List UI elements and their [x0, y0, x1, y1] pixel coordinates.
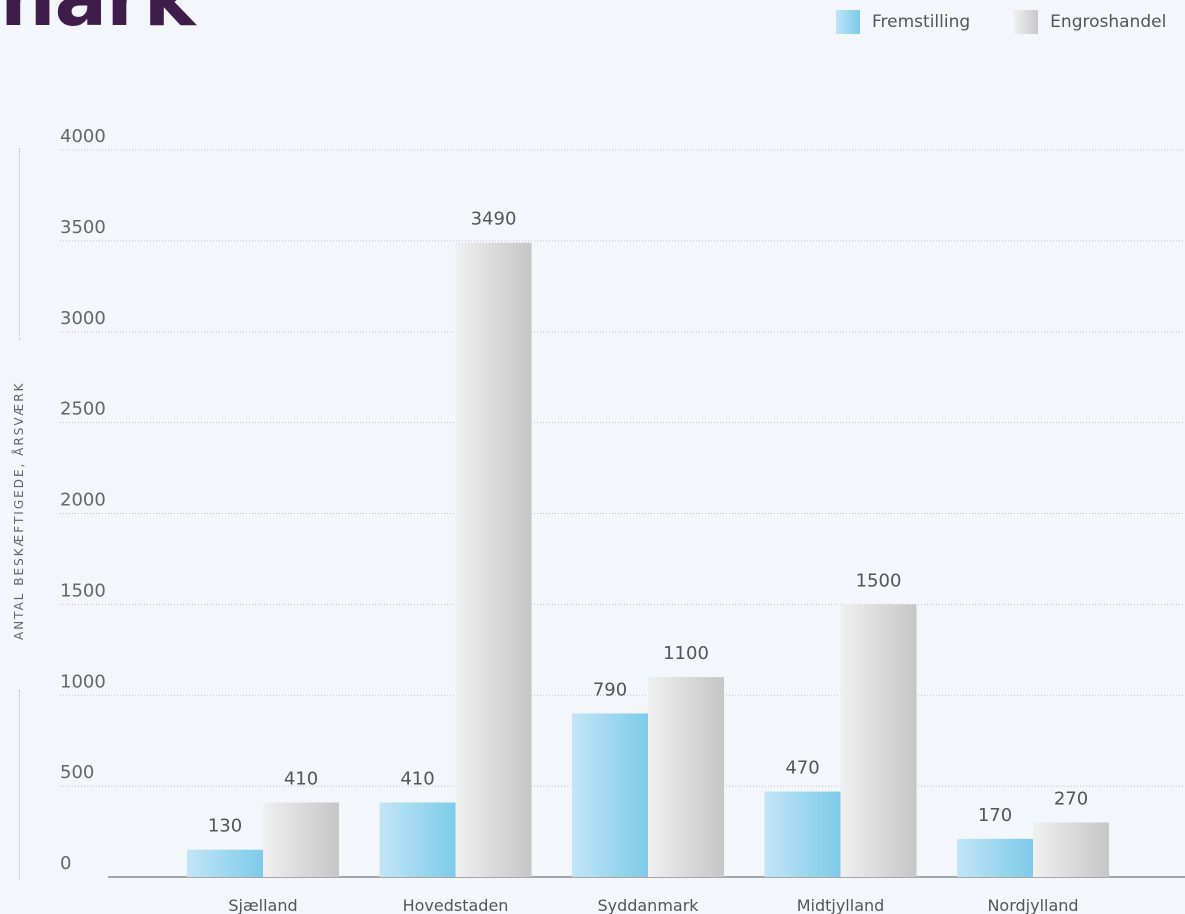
y-tick-label: 1500	[60, 580, 106, 601]
x-category-label: Nordjylland	[987, 896, 1078, 914]
y-tick-label: 4000	[60, 126, 106, 147]
data-label: 470	[785, 758, 819, 779]
bar-engroshandel-0	[263, 802, 339, 877]
data-label: 790	[593, 679, 627, 700]
data-label: 3490	[471, 209, 517, 230]
legend-swatch-engroshandel	[1014, 10, 1039, 34]
legend-item-fremstilling: Fremstilling	[836, 10, 970, 34]
y-tick-label: 3500	[60, 217, 106, 238]
x-category-label: Midtjylland	[797, 896, 885, 914]
bar-fremstilling-0	[187, 849, 263, 877]
brand-logo-text: nark	[0, 0, 196, 38]
x-category-label: Hovedstaden	[403, 896, 509, 914]
bar-fremstilling-4	[957, 838, 1033, 877]
legend-item-engroshandel: Engroshandel	[1014, 10, 1166, 34]
y-tick-label: 500	[60, 762, 94, 783]
data-label: 1500	[856, 570, 902, 591]
y-tick-label: 2000	[60, 490, 106, 511]
data-label: 270	[1054, 788, 1088, 809]
data-label: 1100	[663, 643, 709, 664]
y-tick-label: 3000	[60, 308, 106, 329]
bar-fremstilling-3	[764, 791, 841, 877]
legend-label-fremstilling: Fremstilling	[872, 12, 971, 32]
data-label: 410	[284, 768, 318, 789]
chart-legend: Fremstilling Engroshandel	[836, 10, 1166, 34]
x-category-label: Syddanmark	[597, 896, 699, 914]
legend-swatch-fremstilling	[836, 10, 860, 34]
data-label: 170	[978, 805, 1012, 826]
bar-engroshandel-4	[1033, 822, 1109, 877]
y-tick-label: 0	[60, 853, 71, 874]
data-label: 410	[400, 768, 434, 789]
y-tick-label: 2500	[60, 399, 106, 420]
y-axis-label-rule-bottom	[19, 690, 20, 880]
bar-fremstilling-1	[379, 802, 456, 877]
bar-fremstilling-2	[572, 713, 648, 877]
data-label: 130	[208, 816, 242, 837]
y-tick-label: 1000	[60, 671, 106, 692]
y-axis-label-rule-top	[19, 148, 20, 340]
x-category-label: Sjælland	[228, 896, 297, 914]
bar-engroshandel-1	[455, 242, 532, 877]
bar-engroshandel-2	[648, 677, 724, 877]
bar-engroshandel-3	[840, 604, 917, 877]
legend-label-engroshandel: Engroshandel	[1050, 12, 1167, 32]
